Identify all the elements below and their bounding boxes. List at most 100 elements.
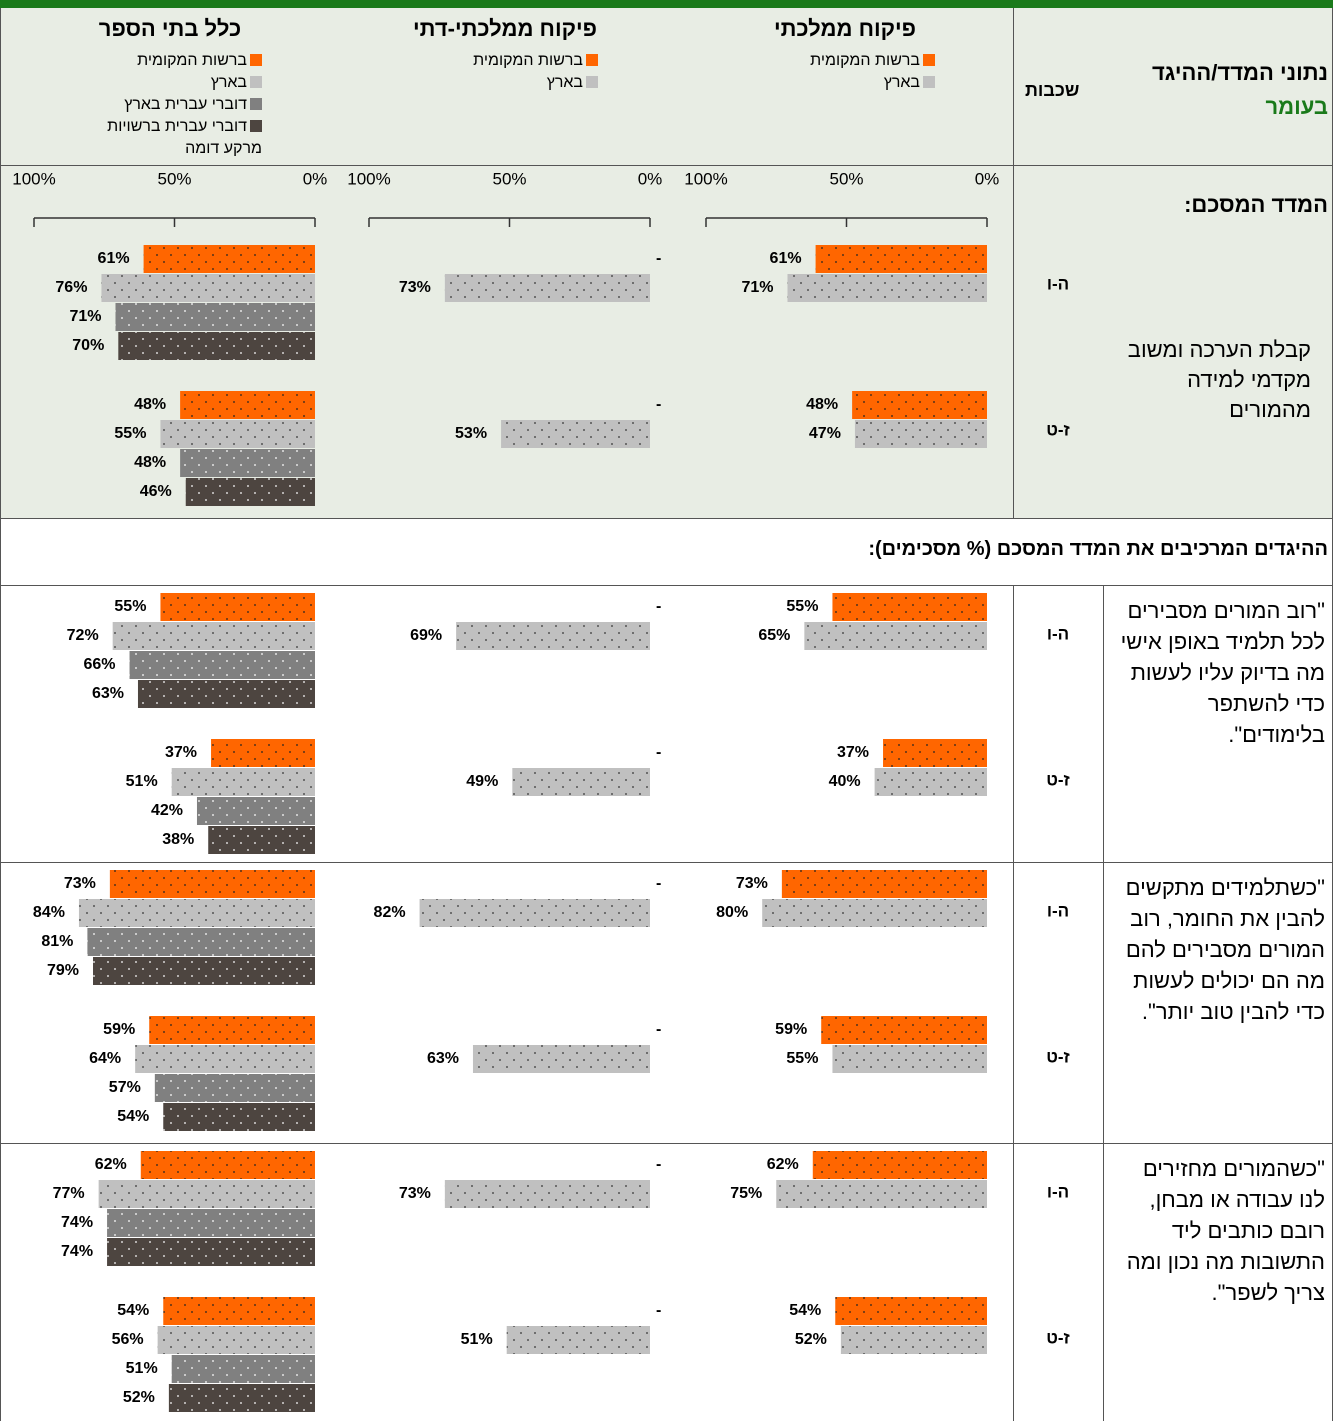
- value-label: 53%: [455, 425, 487, 442]
- bar: [472, 1045, 650, 1073]
- bar: [140, 1151, 315, 1179]
- x-tick-label: 50%: [157, 169, 191, 188]
- legend-swatch: [586, 54, 598, 66]
- value-label: 38%: [162, 831, 194, 848]
- value-label: 40%: [829, 773, 861, 790]
- bar: [444, 1180, 650, 1208]
- value-label: 48%: [134, 454, 166, 471]
- value-label: 37%: [165, 744, 197, 761]
- value-label: 81%: [41, 933, 73, 950]
- legend-swatch: [923, 54, 935, 66]
- value-label: 52%: [795, 1331, 827, 1348]
- value-label: 55%: [786, 1050, 818, 1067]
- value-label: 51%: [126, 773, 158, 790]
- bar: [835, 1297, 987, 1325]
- bar: [149, 1016, 315, 1044]
- bar: [115, 303, 316, 331]
- bar: [762, 899, 987, 927]
- bar: [776, 1180, 987, 1208]
- legend-swatch: [923, 76, 935, 88]
- value-label: 51%: [461, 1331, 493, 1348]
- value-label: 56%: [112, 1331, 144, 1348]
- grade-label: ה-ו: [1047, 274, 1069, 293]
- bar: [163, 1297, 315, 1325]
- bar: [501, 420, 650, 448]
- value-label: 71%: [69, 308, 101, 325]
- value-label: 48%: [806, 396, 838, 413]
- statement: קבלת הערכה ומשוב מקדמי למידה מהמורים: [1127, 337, 1311, 422]
- x-tick-label: 50%: [492, 169, 526, 188]
- legend-swatch: [250, 54, 262, 66]
- value-label: 73%: [399, 279, 431, 296]
- rule: [0, 862, 1333, 863]
- header-title: נתוני המדד/ההיגד: [1152, 60, 1328, 85]
- rule: [0, 165, 1333, 166]
- bar: [154, 1074, 315, 1102]
- legend: ברשות המקומית בארץ: [398, 50, 598, 94]
- legend-label: בארץ: [883, 74, 920, 91]
- legend-swatch: [250, 76, 262, 88]
- missing-label: -: [656, 396, 661, 413]
- grade-label: ה-ו: [1047, 624, 1069, 643]
- value-label: 62%: [95, 1156, 127, 1173]
- bar: [135, 1045, 315, 1073]
- rule: [0, 8, 1, 1421]
- value-label: 71%: [741, 279, 773, 296]
- bar: [832, 593, 987, 621]
- missing-label: -: [656, 1302, 661, 1319]
- legend-label: ברשות המקומית: [810, 52, 920, 69]
- section-header: ההיגדים המרכיבים את המדד המסכם (% מסכימי…: [868, 538, 1328, 560]
- bar: [854, 420, 987, 448]
- missing-label: -: [656, 1156, 661, 1173]
- value-label: 65%: [758, 627, 790, 644]
- rule: [0, 1143, 1333, 1144]
- missing-label: -: [656, 744, 661, 761]
- bar: [512, 768, 650, 796]
- value-label: 73%: [399, 1185, 431, 1202]
- legend-item: בארץ: [735, 72, 935, 94]
- value-label: 55%: [114, 598, 146, 615]
- value-label: 62%: [767, 1156, 799, 1173]
- value-label: 49%: [466, 773, 498, 790]
- bar: [456, 622, 650, 650]
- value-label: 74%: [61, 1214, 93, 1231]
- value-label: 42%: [151, 802, 183, 819]
- bar: [160, 420, 315, 448]
- grade-label: ה-ו: [1047, 1182, 1069, 1201]
- missing-label: -: [656, 875, 661, 892]
- value-label: 80%: [716, 904, 748, 921]
- bar: [812, 1151, 987, 1179]
- grade-label: ז-ט: [1046, 1047, 1070, 1066]
- value-label: 74%: [61, 1243, 93, 1260]
- bar: [180, 391, 315, 419]
- bar: [506, 1326, 650, 1354]
- x-tick-label: 100%: [12, 169, 55, 188]
- value-label: 82%: [374, 904, 406, 921]
- bar: [157, 1326, 315, 1354]
- bar: [787, 274, 987, 302]
- bar: [137, 680, 315, 708]
- value-label: 46%: [140, 483, 172, 500]
- value-label: 69%: [410, 627, 442, 644]
- bar: [832, 1045, 987, 1073]
- rule: [1013, 8, 1014, 518]
- value-label: 47%: [809, 425, 841, 442]
- value-label: 37%: [837, 744, 869, 761]
- legend-item: בארץ: [62, 72, 262, 94]
- value-label: 54%: [117, 1302, 149, 1319]
- value-label: 61%: [98, 250, 130, 267]
- grade-label: ה-ו: [1047, 901, 1069, 920]
- bar: [107, 1238, 315, 1266]
- grade-label: ז-ט: [1046, 1328, 1070, 1347]
- value-label: 73%: [64, 875, 96, 892]
- bar: [129, 651, 315, 679]
- panel-title: כלל בתי הספר: [98, 16, 242, 41]
- bar: [112, 622, 316, 650]
- value-label: 64%: [89, 1050, 121, 1067]
- value-label: 48%: [134, 396, 166, 413]
- legend-label: ברשות המקומית: [137, 52, 247, 69]
- rule: [1013, 585, 1014, 1421]
- bar: [185, 478, 315, 506]
- bar: [821, 1016, 987, 1044]
- value-label: 55%: [114, 425, 146, 442]
